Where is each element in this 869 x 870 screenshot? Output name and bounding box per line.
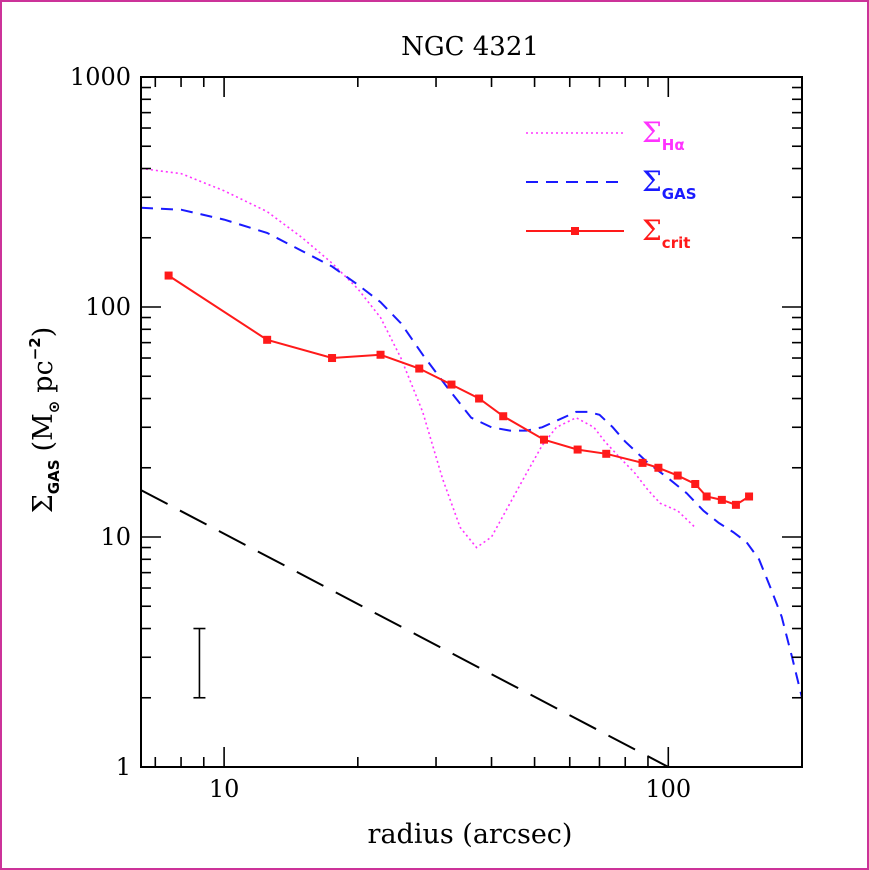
crit-marker-4 xyxy=(415,364,424,373)
crit-marker-6 xyxy=(475,394,484,403)
crit-marker-13 xyxy=(673,471,682,480)
y-tick-label-10: 10 xyxy=(100,523,131,551)
crit-marker-11 xyxy=(638,458,647,467)
y-tick-label-1: 1 xyxy=(116,753,131,781)
y-axis-label: ΣGAS (M⊙ pc−2) xyxy=(26,327,63,514)
y-label-open: (M xyxy=(28,413,59,451)
crit-marker-9 xyxy=(573,445,582,454)
y-label-exp: −2 xyxy=(26,337,44,360)
x-axis-label: radius (arcsec) xyxy=(368,819,573,850)
y-tick-label-1000: 1000 xyxy=(70,63,131,91)
ticks xyxy=(141,76,803,768)
plot-lines xyxy=(141,167,802,767)
legend-label-0: ΣHα xyxy=(642,116,685,154)
y-label-sigma: Σ xyxy=(28,494,59,513)
y-label-close: ) xyxy=(28,327,59,338)
crit-marker-7 xyxy=(499,412,508,421)
crit-marker-0 xyxy=(164,271,173,280)
y-label-sun: ⊙ xyxy=(45,401,63,414)
crit-marker-5 xyxy=(447,380,456,389)
crit-marker-18 xyxy=(745,492,754,501)
crit-marker-3 xyxy=(376,350,385,359)
x-tick-label-10: 10 xyxy=(209,775,240,803)
tick-labels: 10 100 1 10 100 1000 xyxy=(70,63,691,803)
x-tick-label-100: 100 xyxy=(645,775,691,803)
crit-marker-8 xyxy=(539,435,548,444)
crit-marker-14 xyxy=(691,479,700,488)
legend-label-2: Σcrit xyxy=(642,214,690,252)
crit-marker-12 xyxy=(654,463,663,472)
series-h-alpha-line xyxy=(141,167,696,549)
y-tick-label-100: 100 xyxy=(85,293,131,321)
series-gas-line xyxy=(141,206,802,699)
y-label-unit: pc xyxy=(28,360,59,392)
plot-box xyxy=(140,76,803,768)
crit-marker-2 xyxy=(328,354,337,363)
crit-marker-1 xyxy=(263,335,272,344)
series-reference-line xyxy=(141,489,669,767)
crit-marker-17 xyxy=(731,500,740,509)
crit-marker-15 xyxy=(702,492,711,501)
crit-marker-16 xyxy=(717,495,726,504)
svg-text:ΣGAS(M⊙pc−2): ΣGAS (M⊙ pc−2) xyxy=(26,327,63,514)
chart-title: NGC 4321 xyxy=(401,32,539,62)
legend: ΣHα ΣGAS Σcrit xyxy=(526,116,697,252)
crit-marker-10 xyxy=(602,449,611,458)
axes xyxy=(140,76,803,768)
legend-label-1: ΣGAS xyxy=(642,165,697,203)
legend-marker-2 xyxy=(571,227,579,235)
y-label-sub: GAS xyxy=(45,459,63,494)
